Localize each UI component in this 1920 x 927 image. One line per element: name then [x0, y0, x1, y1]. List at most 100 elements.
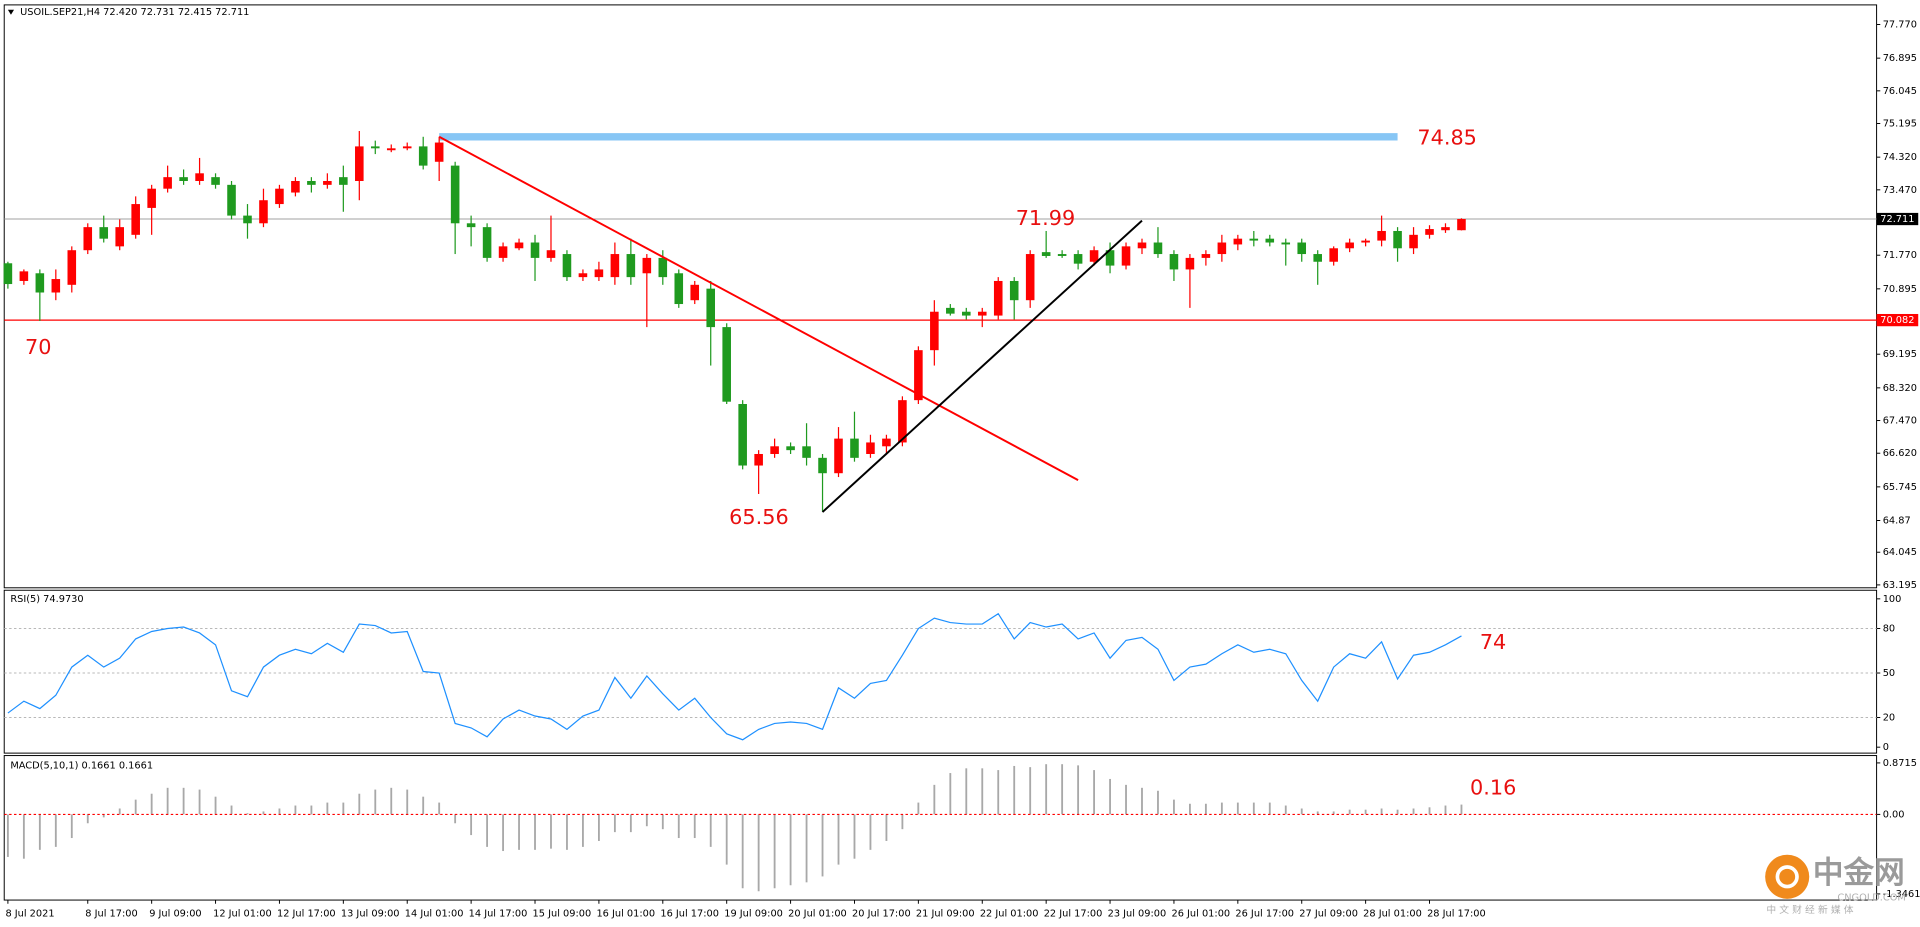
x-tick-label: 22 Jul 01:00	[980, 909, 1039, 920]
candle-body	[754, 453, 763, 466]
candle-body	[1073, 254, 1083, 264]
candle-body	[163, 177, 172, 189]
candle-body	[339, 177, 348, 185]
candle-body	[434, 142, 444, 162]
candle-body	[946, 307, 955, 314]
candle-body	[355, 146, 364, 181]
trendline	[438, 135, 1079, 481]
y-tick-label: 76.895	[1883, 53, 1917, 64]
candle-body	[99, 227, 109, 239]
candle-body	[291, 180, 300, 193]
y-tick-label: 0.00	[1883, 809, 1905, 820]
candle-body	[83, 227, 93, 251]
x-tick-label: 23 Jul 09:00	[1108, 909, 1167, 920]
annotation: 0.16	[1470, 776, 1516, 800]
candle-body	[418, 146, 428, 166]
candle-body	[786, 446, 795, 451]
candle-body	[1217, 242, 1227, 255]
candle-body	[51, 279, 61, 293]
candle-body	[802, 446, 811, 458]
candle-body	[594, 269, 604, 278]
annotation: 71.99	[1016, 206, 1076, 230]
candle-body	[690, 284, 700, 301]
x-tick-label: 12 Jul 01:00	[213, 909, 272, 920]
y-tick-label: 75.195	[1883, 119, 1917, 130]
candle-body	[993, 280, 1003, 316]
candle-body	[3, 263, 13, 285]
candle-body	[546, 250, 556, 258]
x-tick-label: 27 Jul 09:00	[1299, 909, 1358, 920]
candle-body	[211, 177, 220, 185]
candle-body	[866, 442, 875, 454]
candle-body	[147, 188, 156, 208]
x-tick-label: 28 Jul 01:00	[1363, 909, 1422, 920]
candle-body	[818, 457, 827, 474]
rsi-title: RSI(5) 74.9730	[10, 594, 83, 605]
candle-body	[530, 242, 540, 258]
candle-body	[770, 446, 779, 454]
candle-body	[402, 146, 412, 149]
candle-body	[466, 223, 476, 228]
candle-body	[323, 180, 332, 185]
y-tick-label: 64.87	[1883, 516, 1911, 527]
candle-body	[1233, 238, 1243, 245]
candle-body	[195, 173, 204, 181]
candle-body	[1185, 257, 1195, 270]
x-tick-label: 13 Jul 09:00	[341, 909, 400, 920]
menu-triangle	[7, 9, 15, 15]
candle-body	[482, 227, 492, 258]
candle-body	[1329, 248, 1338, 262]
y-tick-label: 20	[1883, 713, 1895, 724]
x-tick-label: 8 Jul 17:00	[85, 909, 137, 920]
candle-body	[898, 400, 907, 443]
y-tick-label: 67.470	[1883, 416, 1917, 427]
candle-body	[1009, 280, 1019, 301]
candle-body	[514, 242, 524, 249]
candle-body	[1409, 234, 1418, 249]
candle-body	[610, 254, 620, 278]
x-tick-label: 12 Jul 17:00	[277, 909, 336, 920]
candle-body	[1153, 242, 1163, 255]
x-tick-label: 9 Jul 09:00	[149, 909, 201, 920]
y-tick-label: 76.045	[1883, 86, 1917, 97]
x-tick-label: 16 Jul 17:00	[660, 909, 719, 920]
candle-body	[67, 250, 77, 285]
watermark-name: 中金网	[1813, 855, 1905, 891]
x-tick-label: 22 Jul 17:00	[1044, 909, 1103, 920]
candle-body	[1169, 254, 1179, 270]
y-tick-label: 100	[1883, 594, 1902, 605]
y-tick-label: -1.3461	[1883, 889, 1920, 900]
candle-body	[642, 257, 652, 274]
x-tick-label: 16 Jul 01:00	[596, 909, 655, 920]
candle-body	[1457, 219, 1466, 231]
y-tick-label: 73.470	[1883, 185, 1917, 196]
logo	[1765, 854, 1810, 899]
candle-body	[1249, 238, 1259, 241]
candle-body	[562, 254, 572, 278]
price-box-label: 70.082	[1880, 315, 1914, 326]
price-box	[1876, 212, 1919, 226]
candle-body	[658, 257, 668, 278]
candle-body	[498, 246, 508, 258]
y-tick-label: 80	[1883, 624, 1895, 635]
candle-body	[1089, 250, 1099, 262]
candle-body	[882, 438, 891, 447]
x-tick-label: 14 Jul 17:00	[469, 909, 528, 920]
y-tick-label: 63.195	[1883, 580, 1917, 591]
watermark-site: CNGOLD.COM	[1837, 893, 1905, 904]
annotation: 70	[25, 335, 51, 359]
candle-body	[962, 311, 971, 316]
candle-body	[1377, 230, 1386, 241]
candle-body	[1425, 229, 1434, 235]
annotation: 74	[1480, 630, 1506, 654]
panel-frame	[3, 4, 1878, 589]
candle-body	[977, 311, 987, 316]
candle-body	[1297, 242, 1307, 255]
x-tick-label: 19 Jul 09:00	[724, 909, 783, 920]
candle-body	[1057, 254, 1067, 256]
x-tick-label: 20 Jul 01:00	[788, 909, 847, 920]
candle-body	[1041, 252, 1051, 256]
logo-mark	[1775, 865, 1799, 889]
